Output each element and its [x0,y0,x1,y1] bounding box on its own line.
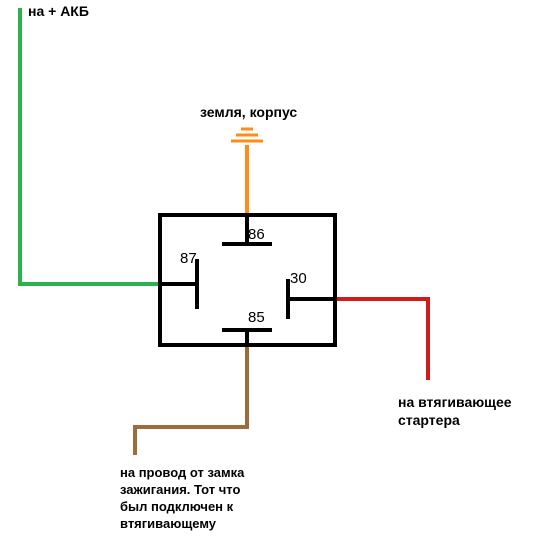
label-akb: на + АКБ [28,2,89,20]
label-ground: земля, корпус [200,103,297,121]
ground-symbol [231,129,263,141]
pin-label-30: 30 [290,270,307,287]
pin-label-85: 85 [248,309,265,326]
label-starter: на втягивающее стартера [398,393,512,429]
wire-brown [135,345,247,455]
relay-diagram [0,0,553,540]
pin-label-86: 86 [248,226,265,243]
wire-green [20,8,160,284]
pin-label-87: 87 [180,250,197,267]
wire-red [335,299,428,380]
label-ignition: на провод от замка зажигания. Тот что бы… [120,465,244,533]
